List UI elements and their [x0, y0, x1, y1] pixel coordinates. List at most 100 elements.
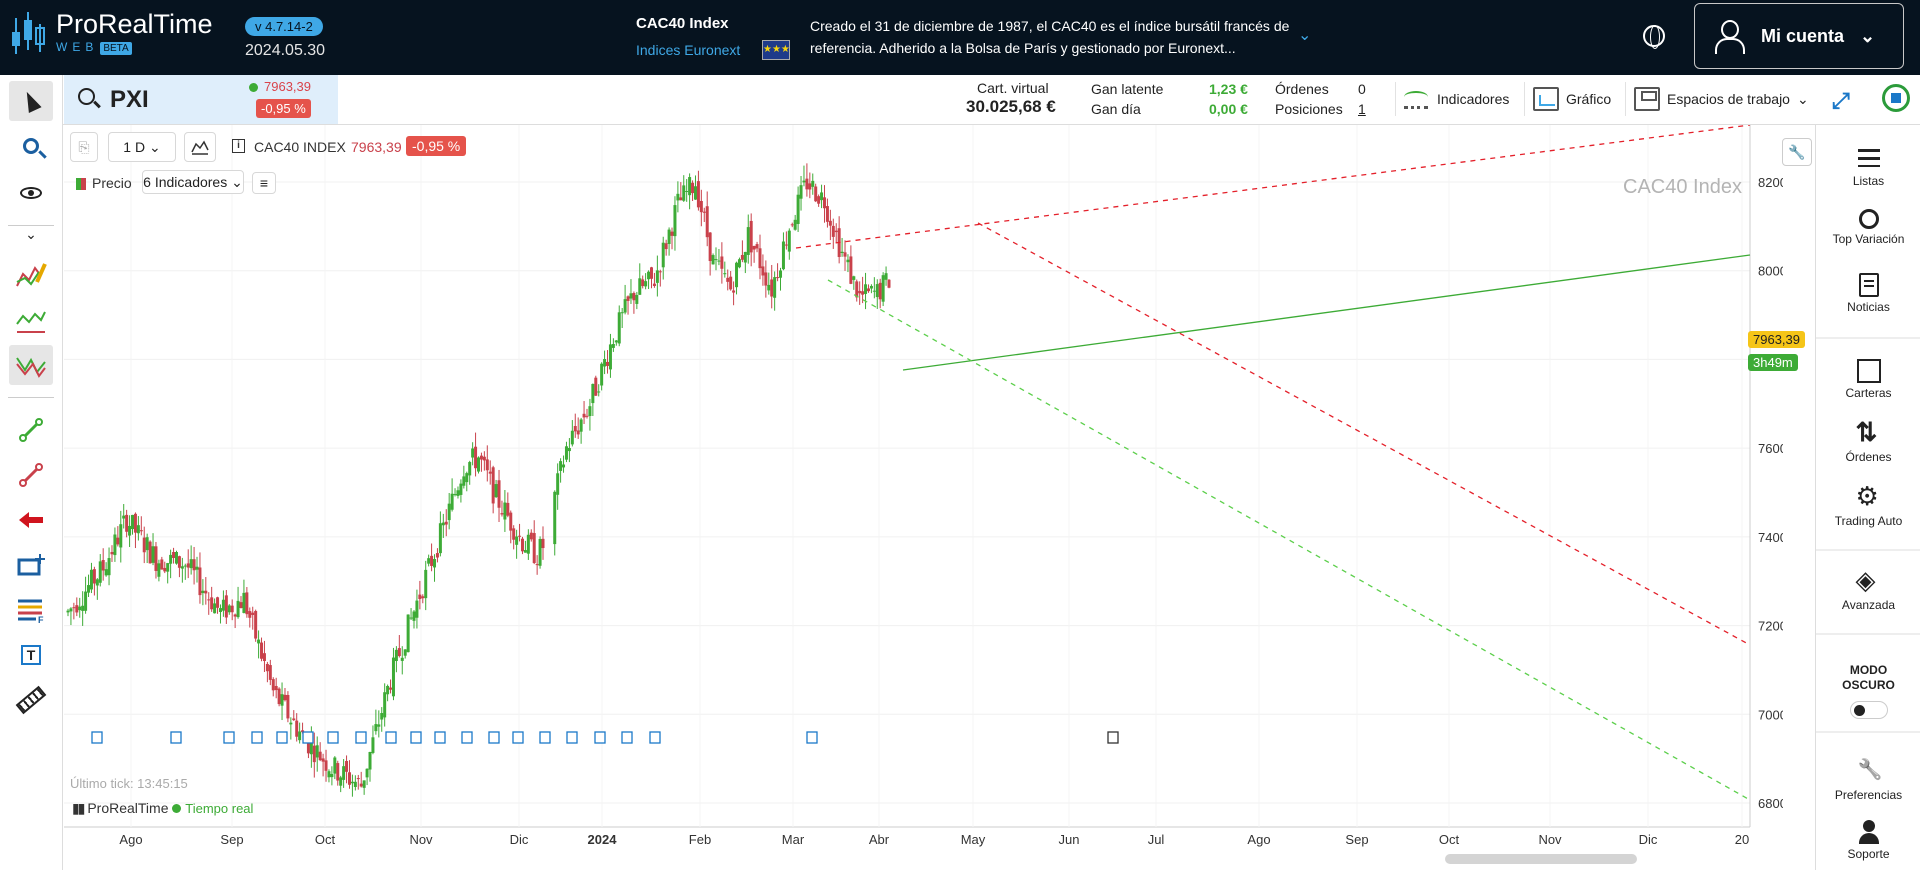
candle-body [591, 383, 595, 404]
zoom-icon [23, 138, 39, 154]
ordenes-button[interactable]: Órdenes [1816, 417, 1920, 464]
logo[interactable]: ProRealTime WEB BETA [10, 10, 213, 55]
cart-value[interactable]: 30.025,68 € [966, 97, 1056, 116]
workspaces-label: Espacios de trabajo [1667, 91, 1790, 107]
trend-tool[interactable] [9, 301, 53, 341]
view-tool[interactable] [9, 173, 53, 213]
candle-body [180, 566, 184, 569]
candle-body [230, 605, 234, 613]
pencil-tool[interactable] [9, 255, 53, 295]
candle-body [878, 282, 882, 300]
candle-body [136, 525, 140, 534]
candle-body [433, 559, 437, 568]
preferencias-button[interactable]: Preferencias [1816, 761, 1920, 802]
noticias-button[interactable]: Noticias [1816, 273, 1920, 314]
candle-body [828, 220, 832, 226]
indicators-count: 6 Indicadores [143, 174, 228, 190]
collapse-tools[interactable]: ⌄ [9, 222, 53, 246]
news-marker-icon [170, 731, 182, 744]
text-tool[interactable]: T [9, 635, 53, 675]
candle-body [110, 551, 114, 555]
candle-body [81, 605, 85, 611]
candle-body [113, 534, 117, 556]
posiciones-value[interactable]: 1 [1358, 101, 1366, 117]
price-legend[interactable]: Precio [92, 175, 132, 191]
chart-scrollbar[interactable] [1445, 854, 1637, 864]
indicators-select[interactable]: 6 Indicadores ⌄ [142, 170, 244, 194]
soporte-button[interactable]: Soporte [1816, 820, 1920, 861]
indicators-button[interactable]: Indicadores [1395, 82, 1519, 116]
chart-type-button[interactable] [184, 132, 216, 162]
news-marker-icon [410, 731, 422, 744]
account-button[interactable]: Mi cuenta ⌄ [1694, 3, 1904, 69]
timer-tag: 3h49m [1748, 354, 1798, 371]
carteras-button[interactable]: Carteras [1816, 359, 1920, 400]
candle-body [245, 592, 249, 615]
candle-body [526, 534, 530, 554]
line-tool-green[interactable] [9, 410, 53, 450]
candle-body [840, 251, 844, 253]
candle-body [644, 281, 648, 287]
candle-body [283, 694, 287, 701]
x-tick-label: May [961, 832, 986, 847]
expand-icon[interactable]: ⤢ [1832, 88, 1850, 113]
arrow-tool[interactable] [9, 500, 53, 540]
ordenes-label: Órdenes [1275, 81, 1329, 97]
instrument-exchange[interactable]: Indices Euronext [636, 42, 741, 58]
candle-body [142, 537, 146, 553]
account-label: Mi cuenta [1761, 25, 1845, 46]
news-icon [1858, 273, 1879, 297]
line-segment-icon [19, 463, 43, 487]
price-chart[interactable]: 840082008000780076007400720070006800AgoS… [64, 125, 1783, 870]
chevron-down-icon[interactable]: ⌄ [1298, 27, 1312, 44]
symbol-search[interactable]: PXI 7963,39 -0,95 % [64, 75, 338, 124]
news-marker-icon [327, 731, 339, 744]
top-variacion-button[interactable]: Top Variación [1816, 209, 1920, 246]
cursor-tool[interactable] [9, 81, 53, 121]
rectangle-tool[interactable] [9, 545, 53, 585]
candle-body [151, 546, 155, 563]
candle-body [594, 377, 598, 396]
candle-body [468, 462, 472, 476]
candle-body [221, 599, 225, 611]
listas-button[interactable]: Listas [1816, 147, 1920, 188]
live-dot [249, 83, 258, 92]
candle-body [207, 599, 211, 601]
candle-body [614, 340, 618, 343]
refresh-icon[interactable] [1882, 84, 1910, 112]
search-icon[interactable] [78, 88, 95, 105]
workspaces-button[interactable]: Espacios de trabajo ⌄ [1625, 82, 1815, 116]
trading-auto-button[interactable]: Trading Auto [1816, 481, 1920, 528]
candle-body [509, 512, 513, 531]
fibonacci-tool[interactable]: F [9, 590, 53, 630]
line-tool-red[interactable] [9, 455, 53, 495]
candle-body [869, 285, 873, 289]
zoom-tool[interactable] [9, 126, 53, 166]
divider [1816, 337, 1920, 339]
candle-body [172, 552, 176, 558]
dark-mode-toggle[interactable] [1849, 701, 1888, 719]
globe-icon[interactable] [1643, 25, 1665, 49]
candle-body [438, 523, 442, 554]
info-icon[interactable]: i [232, 139, 245, 153]
candle-body [391, 657, 395, 697]
candle-body [154, 546, 158, 571]
list-button[interactable]: ≡ [252, 172, 276, 194]
timeframe-select[interactable]: 1 D ⌄ [108, 132, 176, 162]
candle-body [617, 312, 621, 344]
symbol-ticker[interactable]: PXI [110, 86, 149, 113]
news-marker-icon [355, 731, 367, 744]
user-icon [1713, 18, 1745, 54]
top-bar: ProRealTime WEB BETA v 4.7.14-2 2024.05.3… [0, 0, 1920, 75]
save-icon [1634, 87, 1660, 111]
lock-button[interactable]: ⎘ [70, 132, 98, 162]
candle-body [749, 220, 753, 253]
candle-body [441, 522, 445, 526]
avanzada-button[interactable]: Avanzada [1816, 565, 1920, 612]
candle-legend-icon [76, 178, 86, 190]
channel-tool[interactable] [9, 345, 53, 385]
chart-settings-button[interactable]: 🔧 [1782, 138, 1812, 166]
chart-button[interactable]: Gráfico [1524, 82, 1620, 116]
ordenes-value[interactable]: 0 [1358, 81, 1366, 97]
measure-tool[interactable] [9, 680, 53, 720]
